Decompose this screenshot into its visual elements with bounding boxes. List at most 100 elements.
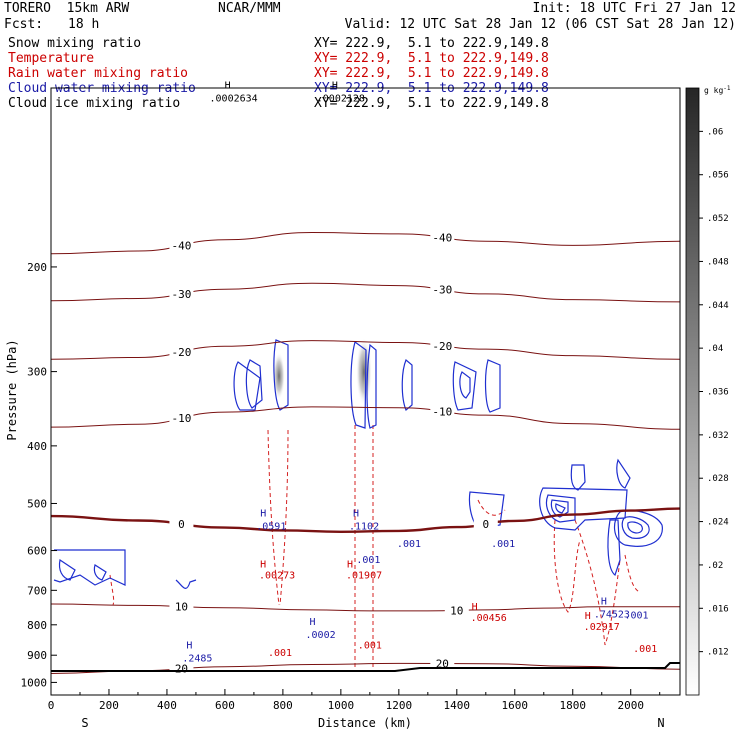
field-label-cloud-ice: Cloud ice mixing ratio bbox=[8, 96, 181, 111]
top-value-labels: .0002634 .0002128 bbox=[210, 94, 365, 105]
cloud-contour bbox=[484, 359, 501, 413]
temperature-contour bbox=[51, 282, 680, 303]
forecast-label: Fcst: bbox=[4, 17, 44, 32]
cloud-water-value-label: .74523 bbox=[594, 610, 630, 621]
colorbar-tick-label: .056 bbox=[707, 171, 729, 181]
temperature-contour bbox=[51, 406, 680, 430]
temperature-label-bg bbox=[169, 345, 194, 357]
colorbar-tick-label: .032 bbox=[707, 431, 729, 441]
temperature-contour bbox=[51, 340, 680, 360]
rain-contour bbox=[574, 519, 621, 646]
x-tick-label: 1200 bbox=[386, 699, 413, 712]
cloud-water-value-label: .1102 bbox=[349, 521, 379, 532]
high-marker: H bbox=[353, 508, 359, 519]
temperature-label: -30 bbox=[172, 288, 192, 301]
rain-contour bbox=[477, 499, 506, 516]
terrain bbox=[51, 662, 680, 672]
x-axis-label: Distance (km) bbox=[318, 716, 412, 730]
temperature-label-bg bbox=[169, 518, 194, 530]
colorbar-tick-label: .036 bbox=[707, 388, 729, 398]
cloud-contour bbox=[621, 516, 650, 539]
y-tick-label: 600 bbox=[27, 545, 47, 558]
temperature-contour bbox=[51, 603, 680, 612]
colorbar-tick-label: .012 bbox=[707, 648, 729, 658]
temperature-label: 20 bbox=[175, 663, 188, 676]
temperature-label-bg bbox=[430, 231, 455, 243]
temperature-label-bg bbox=[169, 287, 194, 299]
cloud-contour bbox=[570, 464, 586, 491]
high-marker: H bbox=[225, 81, 231, 92]
north-label: N bbox=[657, 716, 664, 730]
cloud-contour bbox=[607, 519, 621, 576]
temperature-label: -40 bbox=[172, 239, 192, 252]
cloud-contour bbox=[616, 458, 631, 489]
high-marker: H bbox=[332, 81, 338, 92]
field-xy-temperature: XY= 222.9, 5.1 to 222.9,149.8 bbox=[314, 51, 549, 66]
cloud-contour bbox=[175, 579, 197, 589]
rain-contour bbox=[279, 429, 289, 606]
rain-value-label: .00273 bbox=[259, 571, 295, 582]
colorbar-ticks: .06 .056 .052 .048 .044 .04 .036 .032 .028 .024 .0… bbox=[699, 127, 729, 658]
temperature-label: 0 bbox=[482, 518, 489, 531]
temperature-label-bg bbox=[169, 600, 194, 612]
field-label-temperature: Temperature bbox=[8, 51, 95, 66]
cloud-water-value-label: .2485 bbox=[182, 654, 212, 665]
south-label: S bbox=[81, 716, 88, 730]
colorbar-tick-label: .024 bbox=[707, 518, 729, 528]
y-tick-label: 300 bbox=[27, 366, 47, 379]
rain-contour bbox=[267, 429, 280, 606]
temperature-contours bbox=[51, 231, 680, 674]
cloud-contour bbox=[627, 521, 643, 534]
temperature-label-bg bbox=[430, 283, 455, 295]
snow-shading bbox=[273, 338, 372, 406]
header: TORERO 15km ARW NCAR/MMM Init: 18 UTC Fr… bbox=[0, 0, 740, 111]
rain-contour bbox=[624, 554, 641, 593]
field-xy-snow: XY= 222.9, 5.1 to 222.9,149.8 bbox=[314, 36, 549, 51]
rain-value-labels: .00273 .01907 .00456 .02917 .001 .001 .001 bbox=[259, 571, 657, 659]
temperature-label-bg bbox=[444, 604, 469, 616]
rain-contours bbox=[109, 425, 641, 670]
x-tick-label: 600 bbox=[215, 699, 235, 712]
temperature-contour bbox=[51, 231, 680, 255]
x-tick-label: 1000 bbox=[328, 699, 355, 712]
high-marker: H bbox=[260, 560, 266, 571]
field-xy-cloud-ice: XY= 222.9, 5.1 to 222.9,149.8 bbox=[314, 96, 549, 111]
init-time: Init: 18 UTC Fri 27 Jan 12 bbox=[532, 1, 737, 16]
cloud-contour bbox=[233, 361, 261, 411]
cloud-contour bbox=[93, 564, 107, 581]
valid-time: Valid: 12 UTC Sat 28 Jan 12 (06 CST Sat … bbox=[344, 17, 736, 32]
cloud-contour bbox=[350, 340, 367, 429]
field-xy-rain: XY= 222.9, 5.1 to 222.9,149.8 bbox=[314, 66, 549, 81]
high-marker: H bbox=[347, 560, 353, 571]
cloud-contour bbox=[545, 494, 576, 523]
colorbar-tick-label: .016 bbox=[707, 604, 729, 614]
y-tick-label: 900 bbox=[27, 649, 47, 662]
cloud-water-value-label: .001 bbox=[491, 539, 515, 550]
cloud-water-value-label: .001 bbox=[356, 555, 380, 566]
rain-value-label: .00456 bbox=[471, 613, 507, 624]
temperature-label-bg bbox=[169, 662, 194, 674]
temperature-label: -40 bbox=[432, 232, 452, 245]
cloud-contour bbox=[58, 559, 76, 581]
snow-cell-west bbox=[273, 352, 285, 400]
temperature-label-bg bbox=[169, 239, 194, 251]
cloud-water-contours bbox=[53, 339, 663, 589]
center-label: NCAR/MMM bbox=[218, 1, 281, 16]
cloud-water-value-label: .001 bbox=[397, 539, 421, 550]
model-title: TORERO 15km ARW bbox=[4, 1, 130, 16]
cloud-water-value-labels: .0591.1102.001.001.001.0002.2485.74523.0… bbox=[182, 521, 648, 664]
colorbar-tick-label: .044 bbox=[707, 301, 729, 311]
high-marker: H bbox=[601, 597, 607, 608]
top-value-label: .0002128 bbox=[317, 94, 365, 105]
rain-value-label: .02917 bbox=[584, 622, 620, 633]
y-tick-label: 800 bbox=[27, 619, 47, 632]
y-tick-label: 700 bbox=[27, 584, 47, 597]
colorbar: g kg-1 .06 .056 .052 .048 .044 .04 .036 .032 .02… bbox=[685, 85, 731, 696]
x-tick-label: 0 bbox=[48, 699, 55, 712]
y-axis-label: Pressure (hPa) bbox=[5, 339, 19, 440]
cloud-contour bbox=[366, 343, 377, 429]
x-axis-ticks: 0 200 400 600 800 1000 1200 1400 1600 1800 2000 bbox=[48, 689, 661, 712]
x-tick-label: 1800 bbox=[560, 699, 587, 712]
